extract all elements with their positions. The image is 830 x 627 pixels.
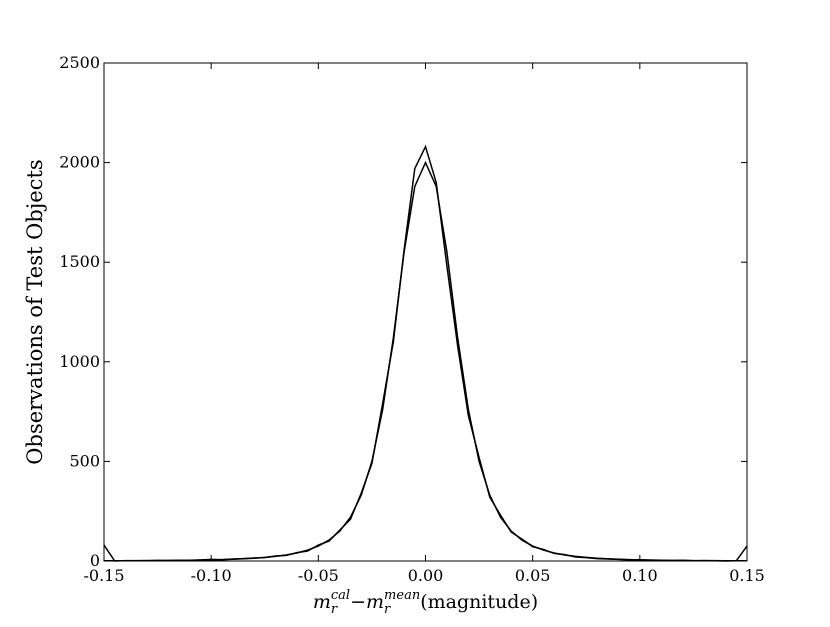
- x-label-sup: cal: [331, 588, 350, 603]
- x-label-sup: mean: [384, 588, 420, 603]
- y-tick-label: 0: [90, 551, 100, 570]
- x-label-sub: r: [331, 602, 338, 617]
- y-tick-label: 2500: [59, 53, 100, 72]
- y-tick-label: 2000: [59, 153, 100, 172]
- x-label-sub: r: [384, 602, 391, 617]
- data-line: [103, 144, 748, 562]
- y-tick-label: 1500: [59, 252, 100, 271]
- data-line: [104, 160, 747, 562]
- y-tick-label: 1000: [59, 352, 100, 371]
- y-tick-label: 500: [69, 451, 100, 470]
- x-tick-label: -0.10: [191, 566, 232, 585]
- x-tick-label: 0.10: [622, 566, 658, 585]
- x-label-part: m: [313, 591, 331, 613]
- plot-frame: [103, 62, 748, 562]
- x-label-part: m: [366, 591, 384, 613]
- x-tick-label: 0.15: [729, 566, 765, 585]
- x-tick-label: -0.15: [83, 566, 124, 585]
- x-label-part: (magnitude): [420, 591, 538, 613]
- x-tick-label: -0.05: [298, 566, 339, 585]
- x-label-part: −: [350, 591, 366, 613]
- y-axis-label: Observations of Test Objects: [23, 159, 47, 464]
- x-tick-label: 0.05: [515, 566, 551, 585]
- x-tick-label: 0.00: [408, 566, 444, 585]
